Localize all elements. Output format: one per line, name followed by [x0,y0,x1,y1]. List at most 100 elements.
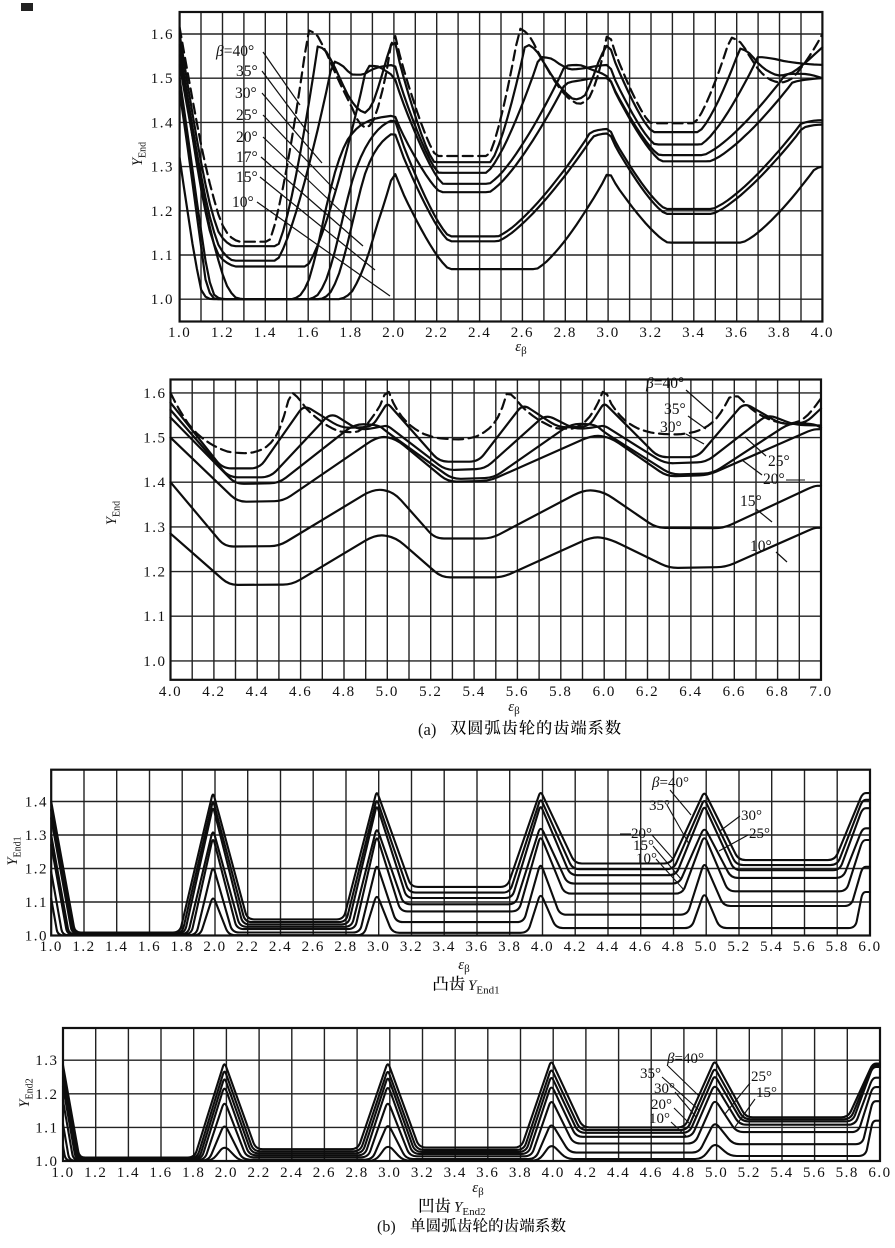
svg-text:1.3: 1.3 [35,1053,58,1069]
svg-text:3.4: 3.4 [433,939,456,955]
svg-text:5.0: 5.0 [705,1165,728,1181]
svg-text:6.0: 6.0 [593,684,616,700]
svg-text:1.0: 1.0 [35,1154,58,1170]
svg-text:YEnd: YEnd [104,501,123,525]
svg-text:3.8: 3.8 [509,1165,532,1181]
svg-text:1.4: 1.4 [117,1165,140,1181]
svg-text:25°: 25° [768,453,790,470]
svg-text:(b): (b) [377,1219,396,1236]
svg-text:15°: 15° [740,493,762,510]
svg-text:4.2: 4.2 [564,939,587,955]
svg-text:1.6: 1.6 [151,27,174,43]
svg-text:1.8: 1.8 [171,939,194,955]
svg-text:1.3: 1.3 [25,828,48,844]
svg-text:2.4: 2.4 [468,325,491,341]
svg-text:5.4: 5.4 [770,1165,793,1181]
svg-text:4.0: 4.0 [159,684,182,700]
svg-text:3.2: 3.2 [639,325,662,341]
svg-text:35°: 35° [664,401,686,418]
svg-text:1.0: 1.0 [40,939,63,955]
svg-text:1.6: 1.6 [297,325,320,341]
svg-text:6.2: 6.2 [636,684,659,700]
svg-text:4.6: 4.6 [640,1165,663,1181]
svg-text:5.8: 5.8 [549,684,572,700]
svg-text:10°: 10° [649,1111,670,1127]
svg-text:10°: 10° [232,194,254,211]
svg-text:10°: 10° [636,851,657,867]
svg-text:1.4: 1.4 [105,939,128,955]
svg-text:1.2: 1.2 [151,204,174,220]
svg-text:20°: 20° [631,826,652,842]
svg-text:25°: 25° [749,826,770,842]
svg-text:1.2: 1.2 [143,565,166,581]
svg-text:1.0: 1.0 [51,1165,74,1181]
svg-text:1.2: 1.2 [72,939,95,955]
svg-text:YEnd2: YEnd2 [17,1078,36,1107]
svg-text:1.3: 1.3 [151,160,174,176]
svg-text:6.4: 6.4 [679,684,702,700]
svg-text:4.0: 4.0 [531,939,554,955]
svg-text:1.6: 1.6 [143,386,166,402]
svg-text:β=40°: β=40° [215,43,254,60]
svg-text:β=40°: β=40° [666,1051,704,1067]
svg-text:4.4: 4.4 [607,1165,630,1181]
svg-text:1.6: 1.6 [149,1165,172,1181]
svg-text:5.2: 5.2 [727,939,750,955]
svg-text:5.6: 5.6 [793,939,816,955]
svg-text:3.4: 3.4 [444,1165,467,1181]
svg-text:1.3: 1.3 [143,520,166,536]
svg-text:20°: 20° [236,129,258,146]
svg-text:4.6: 4.6 [289,684,312,700]
svg-text:1.2: 1.2 [35,1087,58,1103]
svg-text:1.2: 1.2 [84,1165,107,1181]
svg-text:4.8: 4.8 [662,939,685,955]
svg-text:2.6: 2.6 [302,939,325,955]
svg-text:6.8: 6.8 [766,684,789,700]
svg-text:3.0: 3.0 [367,939,390,955]
svg-text:2.6: 2.6 [511,325,534,341]
svg-text:4.4: 4.4 [596,939,619,955]
svg-text:5.0: 5.0 [695,939,718,955]
svg-text:6.6: 6.6 [723,684,746,700]
svg-text:3.4: 3.4 [682,325,705,341]
svg-text:10°: 10° [750,538,772,555]
svg-text:YEnd1: YEnd1 [5,836,24,865]
svg-text:2.0: 2.0 [382,325,405,341]
svg-text:3.6: 3.6 [476,1165,499,1181]
svg-text:1.0: 1.0 [25,929,48,945]
svg-text:6.0: 6.0 [858,939,881,955]
svg-text:4.2: 4.2 [202,684,225,700]
svg-text:30°: 30° [660,419,682,436]
svg-text:1.5: 1.5 [143,431,166,447]
svg-text:1.8: 1.8 [182,1165,205,1181]
svg-text:YEnd: YEnd [130,142,149,166]
svg-text:17°: 17° [236,149,258,166]
svg-text:2.2: 2.2 [236,939,259,955]
svg-text:2.8: 2.8 [334,939,357,955]
svg-text:20°: 20° [763,471,785,488]
svg-text:2.8: 2.8 [345,1165,368,1181]
svg-text:4.0: 4.0 [811,325,834,341]
svg-text:30°: 30° [741,808,762,824]
svg-text:35°: 35° [236,63,258,80]
svg-text:3.8: 3.8 [768,325,791,341]
svg-text:35°: 35° [649,798,670,814]
svg-text:6.0: 6.0 [868,1165,891,1181]
svg-text:1.6: 1.6 [138,939,161,955]
svg-text:3.2: 3.2 [400,939,423,955]
svg-text:4.4: 4.4 [246,684,269,700]
svg-text:3.0: 3.0 [596,325,619,341]
svg-text:2.4: 2.4 [280,1165,303,1181]
svg-text:15°: 15° [633,838,654,854]
svg-text:1.2: 1.2 [211,325,234,341]
svg-text:20°: 20° [651,1097,672,1113]
svg-text:4.8: 4.8 [672,1165,695,1181]
svg-text:2.4: 2.4 [269,939,292,955]
svg-text:εβ: εβ [508,699,520,717]
svg-text:1.4: 1.4 [151,115,174,131]
svg-text:1.1: 1.1 [151,248,174,264]
svg-text:5.8: 5.8 [836,1165,859,1181]
svg-text:YEnd1: YEnd1 [468,978,500,997]
svg-text:4.0: 4.0 [542,1165,565,1181]
svg-text:β=40°: β=40° [645,375,684,392]
